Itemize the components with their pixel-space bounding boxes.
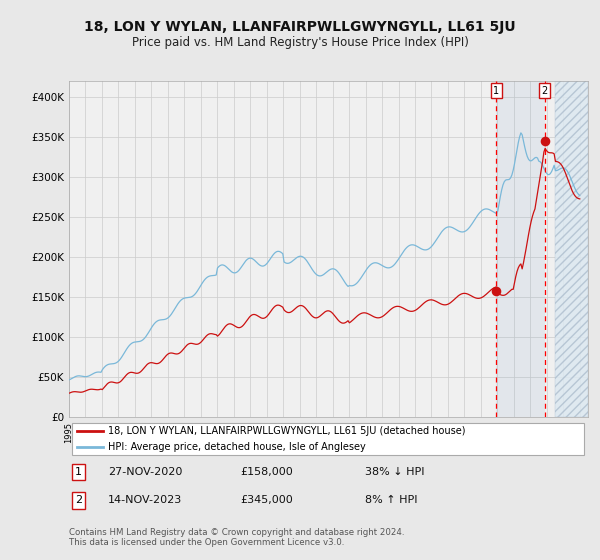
Text: 18, LON Y WYLAN, LLANFAIRPWLLGWYNGYLL, LL61 5JU (detached house): 18, LON Y WYLAN, LLANFAIRPWLLGWYNGYLL, L… [108,426,466,436]
Text: £345,000: £345,000 [240,496,293,506]
Text: Contains HM Land Registry data © Crown copyright and database right 2024.
This d: Contains HM Land Registry data © Crown c… [69,528,404,547]
Text: 27-NOV-2020: 27-NOV-2020 [108,467,182,477]
Text: 38% ↓ HPI: 38% ↓ HPI [365,467,424,477]
Text: Price paid vs. HM Land Registry's House Price Index (HPI): Price paid vs. HM Land Registry's House … [131,36,469,49]
Text: HPI: Average price, detached house, Isle of Anglesey: HPI: Average price, detached house, Isle… [108,442,365,452]
Text: 1: 1 [493,86,499,96]
Point [491,286,501,295]
Text: 2: 2 [542,86,548,96]
Text: £158,000: £158,000 [240,467,293,477]
Text: 1: 1 [75,467,82,477]
Text: 8% ↑ HPI: 8% ↑ HPI [365,496,418,506]
Bar [496,81,545,417]
Text: 14-NOV-2023: 14-NOV-2023 [108,496,182,506]
Text: 18, LON Y WYLAN, LLANFAIRPWLLGWYNGYLL, LL61 5JU: 18, LON Y WYLAN, LLANFAIRPWLLGWYNGYLL, L… [84,20,516,34]
Point [540,137,550,146]
FancyBboxPatch shape [71,423,584,455]
Text: 2: 2 [75,496,82,506]
